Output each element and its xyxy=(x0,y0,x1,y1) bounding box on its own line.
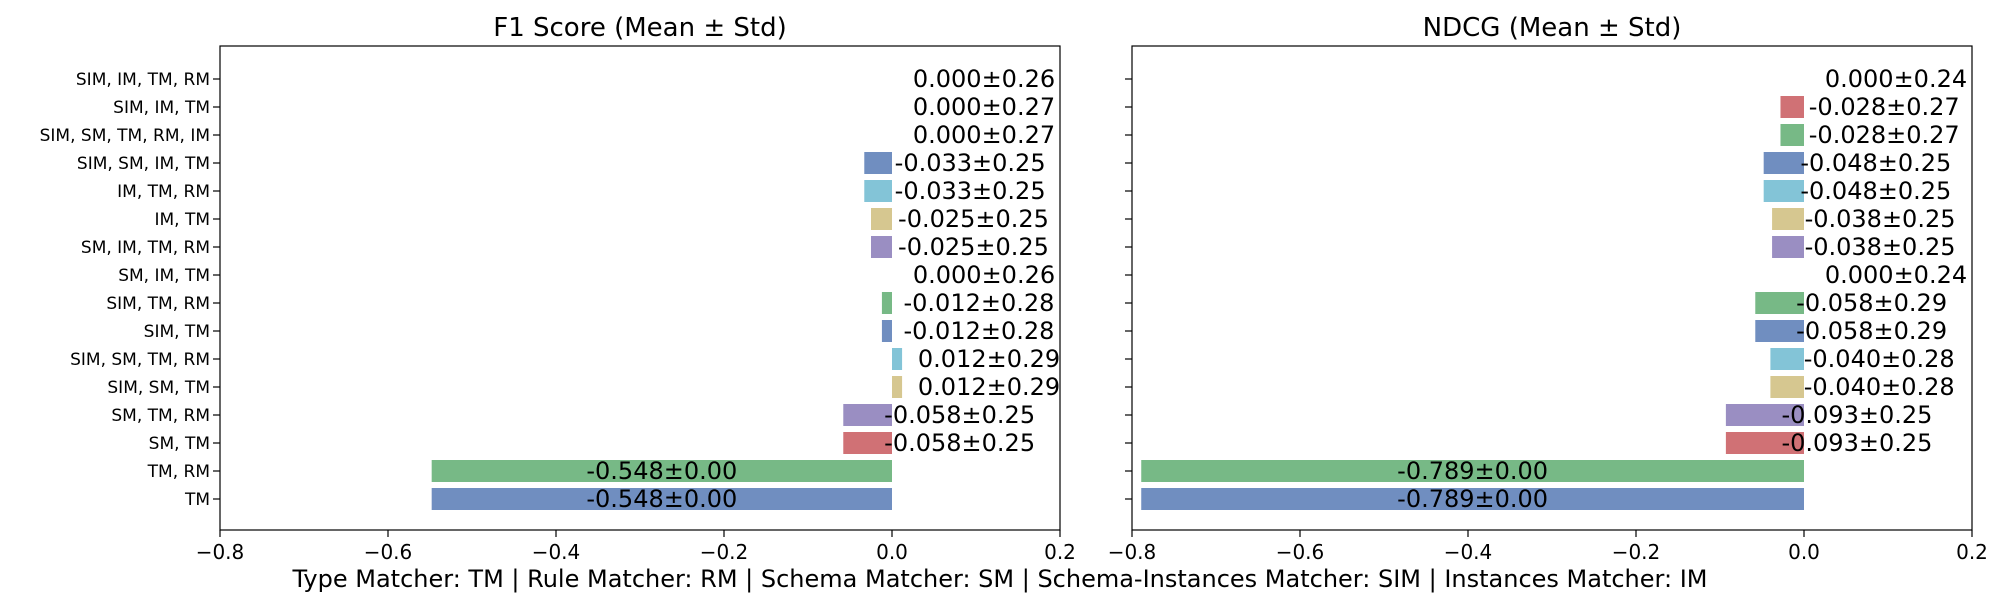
bar xyxy=(1763,180,1804,202)
category-label: SIM, TM xyxy=(144,322,210,342)
data-label: -0.040±0.28 xyxy=(1804,345,1955,373)
x-tick-label: −0.2 xyxy=(1612,540,1661,564)
data-label: 0.000±0.26 xyxy=(913,261,1055,289)
category-label: TM, RM xyxy=(147,462,210,482)
bar xyxy=(431,460,892,482)
bar xyxy=(871,208,892,230)
category-label: SIM, IM, TM, RM xyxy=(76,70,210,90)
data-label: 0.000±0.24 xyxy=(1825,65,1967,93)
bar xyxy=(1141,488,1804,510)
bar xyxy=(1770,348,1804,370)
bar xyxy=(843,404,892,426)
data-label: -0.789±0.00 xyxy=(1397,457,1548,485)
data-label: -0.058±0.29 xyxy=(1796,289,1947,317)
x-tick-label: −0.6 xyxy=(1276,540,1325,564)
data-label: -0.033±0.25 xyxy=(895,177,1046,205)
data-label: -0.033±0.25 xyxy=(895,149,1046,177)
bar xyxy=(892,376,903,398)
bar xyxy=(431,488,892,510)
bar xyxy=(1725,432,1804,454)
bar xyxy=(1725,404,1804,426)
data-label: 0.000±0.24 xyxy=(1825,261,1967,289)
x-tick-label: −0.4 xyxy=(1444,540,1493,564)
data-label: -0.028±0.27 xyxy=(1809,121,1960,149)
x-tick-label: −0.2 xyxy=(700,540,749,564)
bar xyxy=(1770,376,1804,398)
data-label: -0.012±0.28 xyxy=(903,289,1054,317)
f1-score-panel: F1 Score (Mean ± Std) SIM, IM, TM, RM SIM,… xyxy=(40,13,1076,564)
chart-title: F1 Score (Mean ± Std) xyxy=(493,13,787,43)
x-tick-label: −0.8 xyxy=(1108,540,1157,564)
data-label: -0.789±0.00 xyxy=(1397,485,1548,513)
data-label: 0.000±0.27 xyxy=(913,93,1055,121)
bar xyxy=(871,236,892,258)
data-label: -0.548±0.00 xyxy=(586,485,737,513)
data-label: -0.048±0.25 xyxy=(1800,177,1951,205)
data-label: -0.028±0.27 xyxy=(1809,93,1960,121)
data-label: 0.000±0.26 xyxy=(913,65,1055,93)
bar xyxy=(892,348,903,370)
x-tick-label: 0.0 xyxy=(1788,540,1820,564)
ndcg-panel: NDCG (Mean ± Std) −0.8 −0.6 −0.4 −0.2 0.0 0.2 0… xyxy=(1108,13,1988,564)
bar xyxy=(1141,460,1804,482)
data-label: -0.548±0.00 xyxy=(586,457,737,485)
bar xyxy=(1763,152,1804,174)
data-label: -0.058±0.25 xyxy=(884,401,1035,429)
bar xyxy=(1780,96,1804,118)
category-label: SM, IM, TM, RM xyxy=(81,238,210,258)
data-label: 0.000±0.27 xyxy=(913,121,1055,149)
category-label: SIM, IM, TM xyxy=(113,98,210,118)
data-label: -0.058±0.29 xyxy=(1796,317,1947,345)
x-tick-label: −0.8 xyxy=(196,540,245,564)
bar xyxy=(1772,208,1804,230)
bar xyxy=(864,152,892,174)
data-label: -0.040±0.28 xyxy=(1804,373,1955,401)
data-label: 0.012±0.29 xyxy=(918,345,1060,373)
chart-title: NDCG (Mean ± Std) xyxy=(1423,13,1682,43)
bar xyxy=(843,432,892,454)
data-label: -0.093±0.25 xyxy=(1781,401,1932,429)
bar xyxy=(1772,236,1804,258)
category-label: SIM, SM, TM, RM xyxy=(70,350,210,370)
x-tick-label: −0.6 xyxy=(364,540,413,564)
category-label: IM, TM xyxy=(154,210,210,230)
bar xyxy=(1755,320,1804,342)
axes-frame xyxy=(219,45,1061,531)
category-label: SM, TM, RM xyxy=(111,406,210,426)
matcher-legend-footer: Type Matcher: TM | Rule Matcher: RM | Sc… xyxy=(292,565,1708,593)
category-label: IM, TM, RM xyxy=(117,182,210,202)
bar xyxy=(881,320,892,342)
data-label: 0.012±0.29 xyxy=(918,373,1060,401)
data-label: -0.025±0.25 xyxy=(898,233,1049,261)
category-label: SM, IM, TM xyxy=(118,266,210,286)
category-label: TM xyxy=(184,490,210,510)
axes-frame xyxy=(1131,45,1973,531)
x-tick-label: 0.0 xyxy=(876,540,908,564)
category-label: SM, TM xyxy=(149,434,210,454)
category-label: SIM, TM, RM xyxy=(106,294,210,314)
bar xyxy=(1755,292,1804,314)
category-label: SIM, SM, TM, RM, IM xyxy=(40,126,210,146)
data-label: -0.048±0.25 xyxy=(1800,149,1951,177)
bar xyxy=(864,180,892,202)
category-label: SIM, SM, IM, TM xyxy=(77,154,210,174)
data-label: -0.093±0.25 xyxy=(1781,429,1932,457)
bar xyxy=(881,292,892,314)
data-label: -0.012±0.28 xyxy=(903,317,1054,345)
data-label: -0.038±0.25 xyxy=(1805,205,1956,233)
data-label: -0.058±0.25 xyxy=(884,429,1035,457)
bar xyxy=(1780,124,1804,146)
data-label: -0.038±0.25 xyxy=(1805,233,1956,261)
data-label: -0.025±0.25 xyxy=(898,205,1049,233)
category-label: SIM, SM, TM xyxy=(107,378,210,398)
x-tick-label: −0.4 xyxy=(532,540,581,564)
x-tick-label: 0.2 xyxy=(1956,540,1988,564)
x-tick-label: 0.2 xyxy=(1044,540,1076,564)
